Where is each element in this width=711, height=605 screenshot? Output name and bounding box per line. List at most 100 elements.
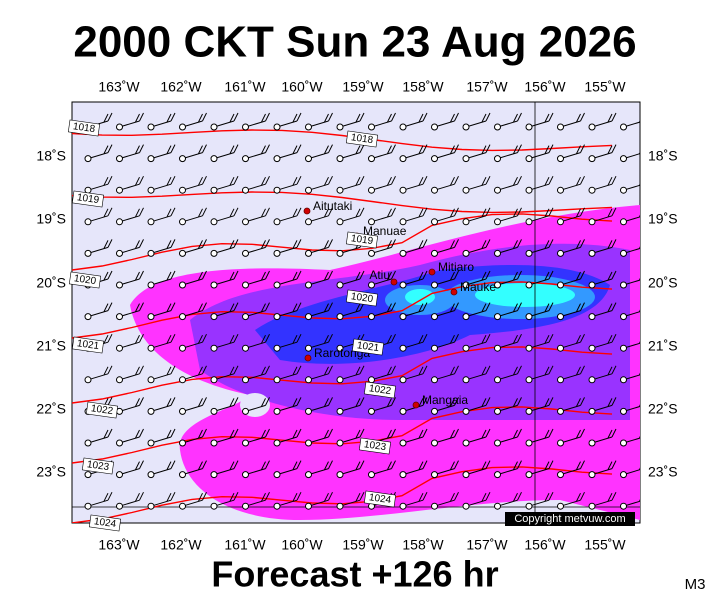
wind-station <box>462 502 470 510</box>
wind-barb <box>198 303 203 312</box>
wind-barb <box>644 492 648 500</box>
wind-barb <box>166 240 172 249</box>
wind-station <box>179 218 186 226</box>
wind-barb <box>450 461 455 470</box>
wind-barb <box>481 113 487 123</box>
wind-barb <box>359 397 365 406</box>
wind-barb <box>485 365 491 375</box>
place-name: Mitiaro <box>438 260 474 274</box>
wind-station <box>147 249 155 257</box>
wind-barb <box>607 398 613 407</box>
place-name: Aitutaki <box>313 199 352 213</box>
isobar-label: 1020 <box>350 291 374 305</box>
wind-barb <box>292 429 298 439</box>
wind-barb <box>387 145 392 154</box>
wind-barb <box>107 428 113 438</box>
wind-barb <box>139 397 144 406</box>
wind-station <box>620 218 627 226</box>
wind-station <box>242 376 249 384</box>
wind-barb <box>355 429 361 439</box>
wind-barb <box>359 270 365 280</box>
wind-barb <box>202 491 207 501</box>
wind-barb <box>418 334 424 344</box>
wind-barb <box>261 429 266 439</box>
wind-station <box>179 123 186 131</box>
wind-barb <box>485 112 491 122</box>
wind-barb <box>391 239 396 248</box>
wind-barb <box>422 428 428 438</box>
wind-station <box>147 471 155 479</box>
wind-station <box>273 123 281 131</box>
wind-barb <box>170 365 176 375</box>
lon-label: 159˚W <box>342 79 384 95</box>
wind-station <box>620 344 627 352</box>
wind-barb <box>265 270 270 280</box>
wind-barb <box>454 428 459 438</box>
wind-station <box>620 155 627 163</box>
wind-station <box>242 313 249 321</box>
wind-barb <box>166 145 172 154</box>
wind-barb <box>485 397 491 406</box>
wind-station <box>210 407 218 415</box>
wind-barb <box>265 397 270 406</box>
wind-barb <box>513 208 518 218</box>
wind-station <box>179 155 186 163</box>
wind-station <box>210 186 218 194</box>
wind-station <box>210 439 218 447</box>
wind-barb <box>107 302 113 311</box>
place-marker <box>303 207 311 215</box>
isobar-label: 1019 <box>350 233 374 247</box>
isobar-label: 1024 <box>93 516 117 530</box>
wind-barb <box>548 144 554 153</box>
wind-station <box>431 155 438 163</box>
wind-barb <box>454 270 459 280</box>
wind-barb <box>418 303 424 312</box>
wind-station <box>305 186 312 194</box>
wind-barb <box>202 207 207 217</box>
wind-barb <box>580 270 585 280</box>
place-name: Mauke <box>460 280 496 294</box>
wind-barb <box>391 144 396 153</box>
wind-station <box>525 186 533 194</box>
wind-station <box>620 407 627 415</box>
lat-label: 21˚S <box>36 338 66 354</box>
wind-station <box>305 249 312 257</box>
wind-station <box>588 376 596 384</box>
isobar-label-box <box>345 130 379 148</box>
wind-barb <box>359 144 365 153</box>
wind-barb <box>418 492 424 502</box>
wind-station <box>494 344 501 352</box>
wind-barb <box>580 207 585 217</box>
wind-barb <box>644 239 648 247</box>
wind-barb <box>422 365 428 375</box>
wind-barb <box>548 397 554 406</box>
wind-barb <box>391 460 396 469</box>
wind-barb <box>233 333 239 343</box>
lat-label: 20˚S <box>648 275 678 291</box>
wind-barb <box>611 175 617 185</box>
wind-station <box>242 249 249 257</box>
wind-barb <box>387 429 392 439</box>
isobar-label-box <box>68 271 102 289</box>
wind-station <box>557 281 564 289</box>
wind-barb <box>198 334 203 344</box>
wind-barb <box>481 176 487 186</box>
wind-barb <box>544 461 550 470</box>
wind-barb <box>229 398 235 407</box>
wind-barb <box>296 491 302 501</box>
wind-barb <box>296 302 302 311</box>
wind-barb <box>481 366 487 376</box>
wind-station <box>179 439 186 447</box>
wind-station <box>368 281 375 289</box>
wind-barb <box>517 428 522 438</box>
wind-barb <box>359 112 365 122</box>
wind-station <box>399 376 407 384</box>
wind-station <box>588 155 596 163</box>
wind-barb <box>544 334 550 344</box>
wind-station <box>557 502 564 510</box>
place-name: Mangaia <box>422 393 468 407</box>
wind-barb <box>454 239 459 248</box>
wind-barb <box>548 239 554 248</box>
wind-barb <box>391 175 396 185</box>
